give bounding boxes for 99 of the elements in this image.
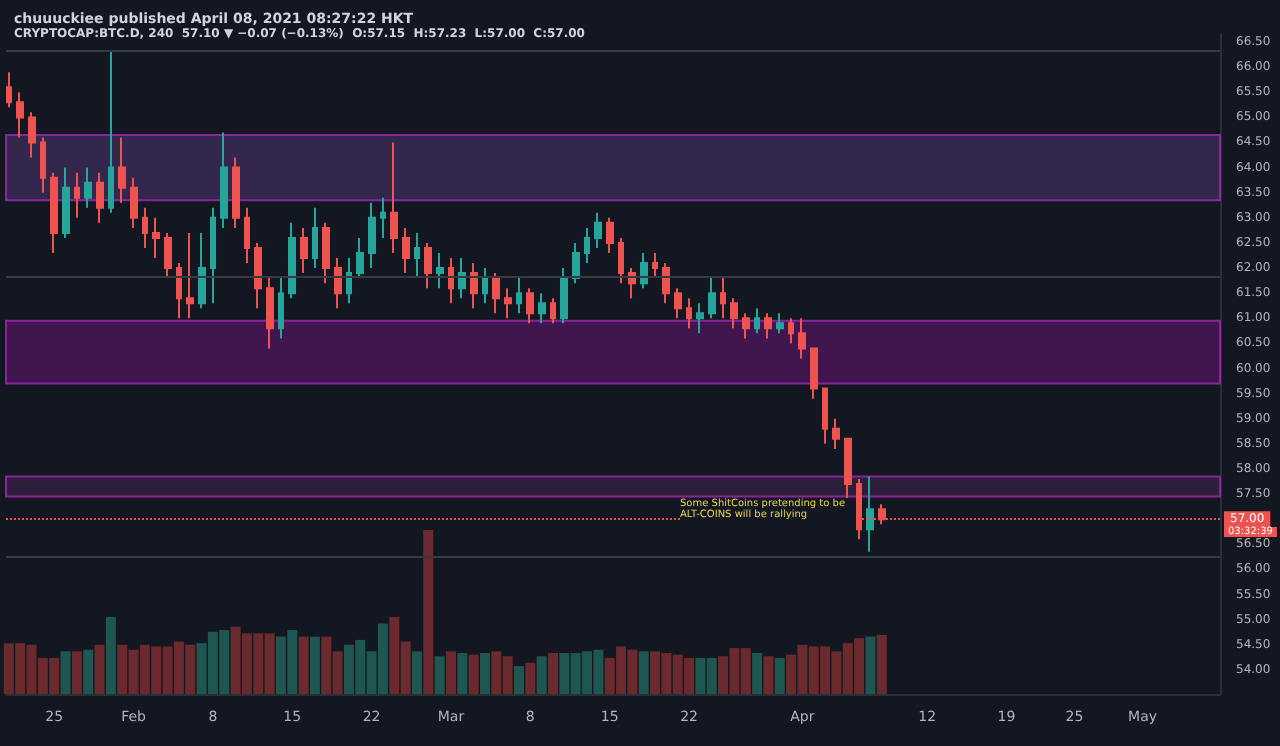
candlestick <box>210 206 216 305</box>
bar <box>457 653 468 694</box>
bar <box>763 656 774 694</box>
candlestick <box>696 302 704 335</box>
candlestick <box>152 216 160 260</box>
candlestick <box>130 176 138 229</box>
bar <box>298 636 309 694</box>
candlestick <box>686 297 692 330</box>
candlestick <box>776 312 784 335</box>
candlestick <box>584 226 590 265</box>
candlestick <box>96 171 104 224</box>
candlestick <box>742 312 750 340</box>
candlestick <box>788 317 794 345</box>
candlestick <box>244 206 250 265</box>
candlestick <box>526 287 534 325</box>
candlestick <box>322 221 330 285</box>
candlestick <box>62 166 70 239</box>
candlestick <box>662 262 670 305</box>
candlestick <box>708 277 716 320</box>
candlestick <box>572 241 580 285</box>
candlestick <box>458 257 466 300</box>
candlestick <box>720 277 726 320</box>
candlestick <box>278 277 284 340</box>
candlestick <box>436 252 444 290</box>
bar <box>876 634 887 694</box>
candlestick <box>164 231 172 280</box>
candlestick <box>594 211 602 249</box>
candlestick <box>844 437 852 501</box>
candlestick <box>866 475 874 553</box>
candlestick <box>84 166 92 209</box>
candlestick <box>16 91 24 139</box>
candlestick <box>368 201 376 270</box>
candlestick <box>640 252 648 290</box>
candlestick <box>254 241 262 310</box>
candlestick <box>186 231 194 320</box>
candlestick <box>798 317 806 360</box>
candlestick <box>300 226 308 275</box>
candlestick <box>652 252 658 280</box>
candlestick <box>764 312 772 340</box>
candlestick <box>28 111 36 159</box>
candlestick <box>504 287 512 320</box>
bar <box>411 651 422 694</box>
bar <box>774 657 785 694</box>
bar <box>638 651 649 694</box>
bar <box>865 636 876 694</box>
candlestick <box>538 292 546 325</box>
candlestick <box>832 417 840 450</box>
candlestick <box>334 257 342 310</box>
candlestick <box>424 241 432 290</box>
candlestick <box>550 297 556 325</box>
bar <box>423 530 434 694</box>
bar <box>479 653 490 694</box>
candlestick <box>618 236 624 285</box>
bar <box>752 653 763 694</box>
bar <box>548 653 559 694</box>
candlestick <box>40 136 46 194</box>
bar <box>525 662 536 694</box>
candlestick <box>312 206 318 270</box>
candlestick <box>74 171 80 219</box>
bar <box>514 666 524 694</box>
candlestick <box>380 196 386 239</box>
candlestick <box>266 277 274 350</box>
bar <box>536 656 547 694</box>
candlestick <box>232 156 240 229</box>
candlestick <box>176 262 182 320</box>
candlestick <box>390 141 398 254</box>
bar <box>434 656 445 694</box>
candlestick <box>516 277 522 315</box>
candlestick <box>142 206 148 249</box>
bar <box>445 651 456 694</box>
bar <box>309 636 320 694</box>
candlestick <box>220 131 228 229</box>
bar <box>71 651 82 694</box>
candlestick <box>730 297 738 330</box>
candlestick <box>606 216 614 254</box>
candlestick <box>448 257 454 305</box>
candlestick <box>356 236 364 280</box>
candlestick <box>346 257 352 305</box>
candlestick <box>822 387 828 445</box>
bar <box>94 644 105 694</box>
candlestick <box>482 267 488 305</box>
candlestick <box>50 171 58 254</box>
candlestick <box>810 347 818 400</box>
bar <box>105 616 116 694</box>
candlestick <box>6 71 12 109</box>
candlestick <box>470 262 478 310</box>
candlestick <box>492 272 500 315</box>
candlestick <box>118 136 126 204</box>
candlestick <box>560 267 568 325</box>
bar <box>60 651 71 694</box>
candlestick <box>402 226 410 275</box>
bar <box>468 654 479 694</box>
candlestick <box>288 221 296 300</box>
bar <box>83 649 94 694</box>
candlestick <box>198 231 206 310</box>
candlestick <box>108 51 114 214</box>
candlestick <box>754 307 760 335</box>
candlestick <box>674 287 682 320</box>
candlestick <box>414 231 420 280</box>
